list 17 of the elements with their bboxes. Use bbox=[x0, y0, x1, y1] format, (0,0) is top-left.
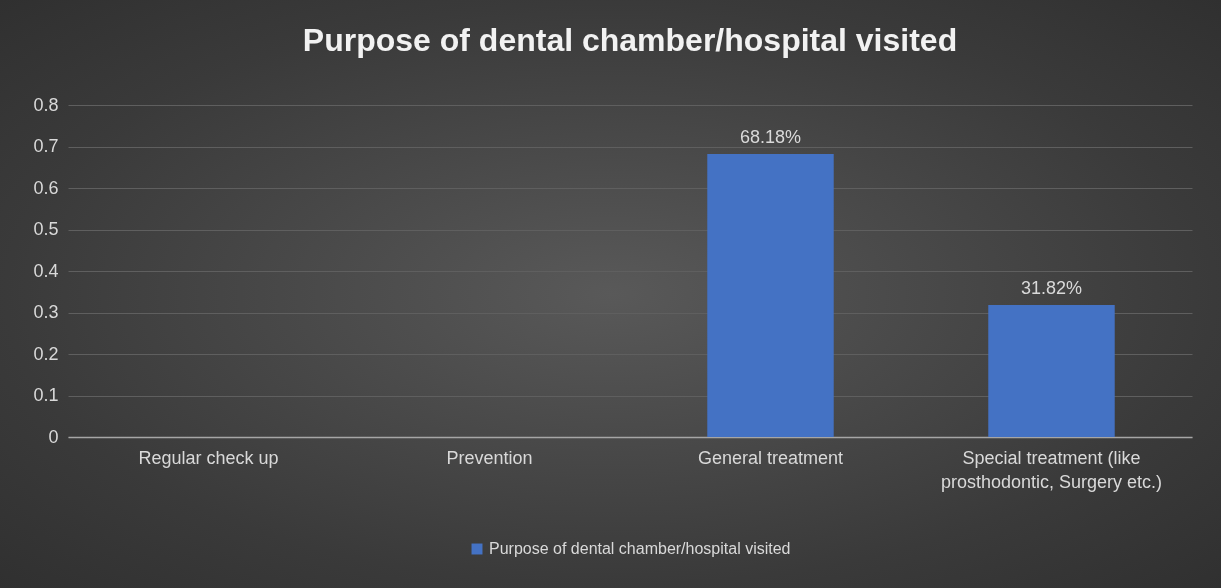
y-tick-label: 0.7 bbox=[33, 136, 59, 156]
y-tick-label: 0.2 bbox=[33, 343, 59, 364]
y-tick-label: 0 bbox=[48, 426, 59, 447]
y-tick-label: 0.1 bbox=[33, 385, 59, 405]
x-tick-label: Special treatment (like prosthodontic, Surgery etc.) bbox=[940, 447, 1163, 492]
x-tick-label: General treatment bbox=[697, 447, 844, 468]
y-tick-label: 0.3 bbox=[33, 302, 59, 322]
x-tick-label: Regular check up bbox=[138, 447, 279, 468]
y-tick-label: 0.8 bbox=[33, 94, 59, 115]
legend-label: Purpose of dental chamber/hospital visited bbox=[489, 540, 791, 557]
y-tick-label: 0.4 bbox=[33, 260, 59, 281]
data-label: 68.18% bbox=[739, 127, 802, 148]
x-tick-label: Prevention bbox=[446, 447, 533, 468]
data-label: 31.82% bbox=[1020, 277, 1083, 298]
y-tick-label: 0.6 bbox=[33, 177, 59, 198]
y-tick-label: 0.5 bbox=[33, 219, 59, 239]
chart-title: Purpose of dental chamber/hospital visited bbox=[302, 22, 958, 58]
